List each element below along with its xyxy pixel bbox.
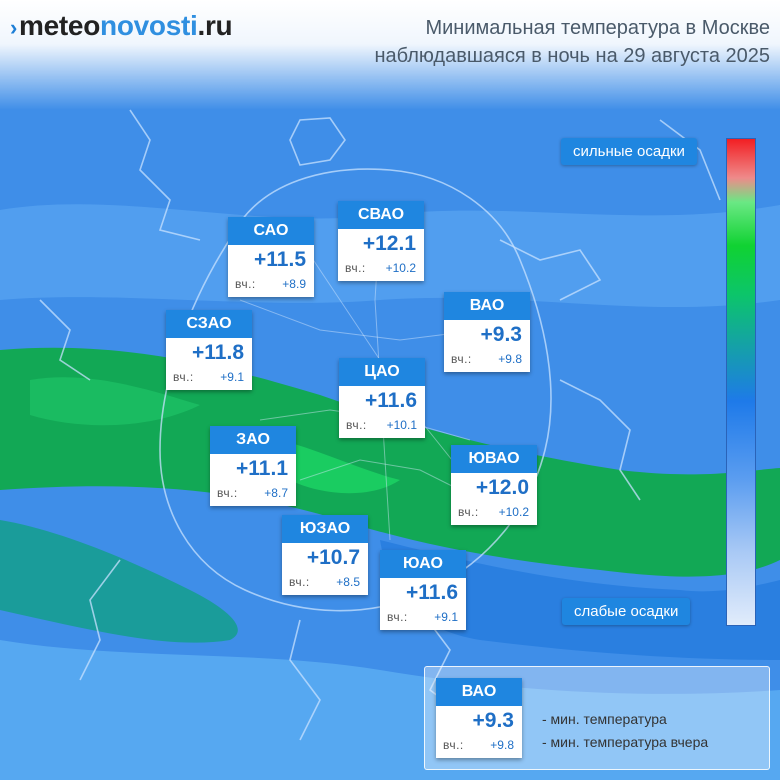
district-marker-yuvao[interactable]: ЮВАО +12.0 вч.: +10.2 [451, 445, 537, 525]
legend-min-temp-text: - мин. температура [542, 711, 667, 727]
map-title: Минимальная температура в Москве наблюда… [374, 14, 770, 70]
yesterday-label: вч.: [458, 505, 479, 519]
district-yesterday-temp: +10.1 [386, 418, 417, 432]
district-temp: +11.6 [365, 389, 417, 412]
legend-min-temp-yesterday-text: - мин. температура вчера [542, 734, 709, 750]
district-name: ЮВАО [451, 445, 537, 473]
district-name: ЮЗАО [282, 515, 368, 543]
district-name: ЗАО [210, 426, 296, 454]
yesterday-label: вч.: [443, 738, 464, 752]
district-marker-vao[interactable]: ВАО +9.3 вч.: +9.8 [444, 292, 530, 372]
district-yesterday-temp: +10.2 [498, 505, 529, 519]
district-name: САО [228, 217, 314, 245]
title-line-2: наблюдавшаяся в ночь на 29 августа 2025 [374, 45, 770, 67]
district-temp: +9.3 [480, 323, 522, 346]
yesterday-label: вч.: [289, 575, 310, 589]
legend-sample-marker: ВАО +9.3 вч.: +9.8 [436, 678, 522, 758]
logo-mark-icon: › [10, 15, 18, 40]
district-name: ЦАО [339, 358, 425, 386]
district-yesterday-temp: +8.5 [336, 575, 360, 589]
district-marker-yuao[interactable]: ЮАО +11.6 вч.: +9.1 [380, 550, 466, 630]
logo-part-2: novosti [100, 10, 198, 41]
district-name: СЗАО [166, 310, 252, 338]
yesterday-label: вч.: [451, 352, 472, 366]
district-marker-tsao[interactable]: ЦАО +11.6 вч.: +10.1 [339, 358, 425, 438]
legend-sample-yesterday: +9.8 [490, 738, 514, 752]
legend-sample-temp: +9.3 [472, 709, 514, 732]
district-temp: +11.1 [236, 457, 288, 480]
district-marker-sao[interactable]: САО +11.5 вч.: +8.9 [228, 217, 314, 297]
title-line-1: Минимальная температура в Москве [425, 17, 770, 39]
logo-part-1: meteo [19, 10, 101, 41]
district-name: ВАО [444, 292, 530, 320]
district-marker-szao[interactable]: СЗАО +11.8 вч.: +9.1 [166, 310, 252, 390]
yesterday-label: вч.: [173, 370, 194, 384]
district-name: СВАО [338, 201, 424, 229]
district-temp: +11.8 [192, 341, 244, 364]
yesterday-label: вч.: [387, 610, 408, 624]
district-marker-zao[interactable]: ЗАО +11.1 вч.: +8.7 [210, 426, 296, 506]
district-marker-svao[interactable]: СВАО +12.1 вч.: +10.2 [338, 201, 424, 281]
yesterday-label: вч.: [235, 277, 256, 291]
legend-sample-name: ВАО [436, 678, 522, 706]
district-yesterday-temp: +8.7 [264, 486, 288, 500]
district-yesterday-temp: +9.1 [434, 610, 458, 624]
district-marker-yuzao[interactable]: ЮЗАО +10.7 вч.: +8.5 [282, 515, 368, 595]
yesterday-label: вч.: [346, 418, 367, 432]
site-logo[interactable]: ›meteonovosti.ru [10, 10, 233, 42]
scale-heavy-label: сильные осадки [561, 138, 697, 165]
yesterday-label: вч.: [217, 486, 238, 500]
district-temp: +10.7 [306, 546, 360, 569]
district-yesterday-temp: +9.1 [220, 370, 244, 384]
district-yesterday-temp: +8.9 [282, 277, 306, 291]
district-temp: +11.5 [254, 248, 306, 271]
precipitation-scale-bar [726, 138, 756, 626]
district-temp: +11.6 [406, 581, 458, 604]
district-yesterday-temp: +9.8 [498, 352, 522, 366]
yesterday-label: вч.: [345, 261, 366, 275]
district-temp: +12.1 [362, 232, 416, 255]
logo-part-3: .ru [197, 10, 233, 41]
district-yesterday-temp: +10.2 [385, 261, 416, 275]
district-name: ЮАО [380, 550, 466, 578]
district-temp: +12.0 [475, 476, 529, 499]
header-fade [0, 0, 780, 110]
scale-light-label: слабые осадки [562, 598, 691, 625]
